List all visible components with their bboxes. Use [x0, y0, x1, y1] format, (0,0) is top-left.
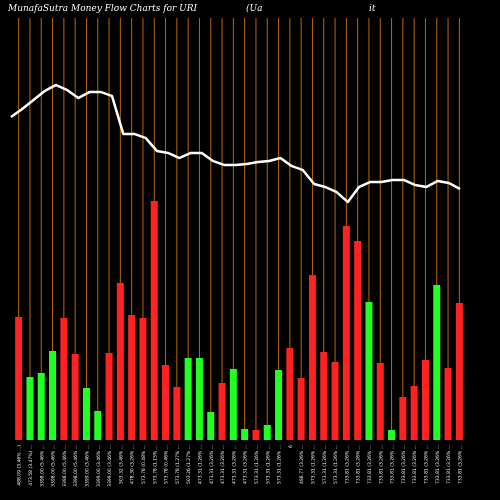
x-tick-label: 3398.00 (5.46% ... [51, 445, 57, 487]
money-flow-bar [433, 285, 441, 440]
company-name-tail: it [369, 4, 376, 14]
x-tick-label: 733.81 (3.26% ... [435, 445, 441, 484]
money-flow-bar [444, 368, 452, 440]
money-flow-bar [365, 302, 373, 440]
money-flow-bar [376, 363, 384, 440]
money-flow-bar [26, 377, 34, 440]
x-axis-labels: 488.09 (3.46% ...) 473.58 (3.47%) ... 3398… [17, 445, 464, 487]
money-flow-bar [37, 373, 45, 440]
chart-title: MunafaSutra Money Flow Charts for URI [8, 4, 198, 14]
money-flow-bar [388, 430, 396, 440]
x-tick-label: 733.81 (3.26% ... [344, 445, 350, 484]
money-flow-bar [331, 362, 339, 440]
x-tick-label: 733.81 (3.26% ... [356, 445, 362, 484]
money-flow-bar [60, 318, 68, 440]
money-flow-bar [342, 226, 350, 440]
money-flow-bar [410, 386, 418, 440]
x-tick-label: 733.81 (3.26% ... [457, 445, 463, 484]
money-flow-bar [218, 383, 226, 440]
money-flow-bar [320, 352, 328, 440]
money-flow-bar [184, 358, 192, 440]
money-flow-bar [105, 353, 113, 440]
x-tick-label: 3398.00 (5.46% ... [62, 445, 68, 487]
money-flow-bar [82, 388, 90, 440]
money-flow-bar [94, 411, 102, 440]
x-tick-label: 473.58 (3.47%) ... [28, 445, 34, 486]
money-flow-bar [252, 430, 260, 440]
company-name: (Ua [246, 4, 263, 14]
money-flow-bar [275, 370, 283, 440]
x-tick-label: 473.31 (3.26% ... [220, 445, 226, 484]
x-tick-label: 488.09 (3.46% ...) [17, 445, 23, 486]
money-flow-bar [241, 429, 249, 440]
money-flow-bar [49, 351, 57, 440]
money-flow-bar [139, 318, 147, 440]
x-tick-label: 573.78 (0.46% ... [164, 445, 170, 484]
x-tick-label: 573.31 (1.26% ... [333, 445, 339, 484]
money-flow-bars [15, 201, 463, 440]
x-tick-label: 573.78 (1.15% ... [152, 445, 158, 484]
x-tick-label: 573.31 (1.26% ... [310, 445, 316, 484]
x-tick-label: 573.78 (0.48% ... [141, 445, 147, 484]
x-tick-label: 573.31 (1.26% ... [265, 445, 271, 484]
x-tick-label: 3399.00 (3.46% ... [96, 445, 102, 487]
x-tick-label: 503.26 (1.27% ... [186, 445, 192, 484]
money-flow-bar [128, 315, 136, 440]
x-tick-label: 6 [288, 445, 294, 448]
price-line-layer [10, 83, 461, 204]
x-tick-label: 733.81 (3.26% ... [367, 445, 373, 484]
money-flow-bar [286, 348, 294, 440]
x-tick-label: 733.81 (3.26% ... [378, 445, 384, 484]
money-flow-bar [297, 378, 305, 440]
x-tick-label: 503.32 (3.46% ... [118, 445, 124, 484]
x-tick-label: 733.81 (3.26% ... [390, 445, 396, 484]
money-flow-bar [71, 354, 79, 440]
x-tick-label: 3399.00 (3.46% ... [107, 445, 113, 487]
x-tick-label: 573.31 (1.26% ... [277, 445, 283, 484]
money-flow-bar [173, 387, 181, 440]
x-tick-label: 473.31 (1.26% ... [197, 445, 203, 484]
price-line [10, 83, 461, 204]
x-tick-label: 733.81 (3.26% ... [423, 445, 429, 484]
money-flow-bar [308, 275, 316, 440]
x-tick-label: 573.31 (1.26% ... [254, 445, 260, 484]
x-tick-label: 473.31 (3.26% ... [209, 445, 215, 484]
x-tick-label: 498.77 (3.26% ... [299, 445, 305, 484]
x-tick-label: 573.31 (1.26% ... [322, 445, 328, 484]
money-flow-bar [399, 397, 407, 440]
money-flow-bar [263, 425, 271, 440]
money-flow-bar [116, 283, 124, 440]
money-flow-bar [15, 317, 23, 440]
x-tick-label: 3398.00 (5.46% ... [73, 445, 79, 487]
grid-lines [18, 18, 460, 440]
money-flow-bar [229, 369, 237, 440]
x-tick-label: 3398.00 (5.46% ... [39, 445, 45, 487]
x-tick-label: 3399.00 (3.46% ... [84, 445, 90, 487]
x-tick-label: 733.81 (3.26% ... [401, 445, 407, 484]
x-tick-label: 573.78 (1.27% ... [175, 445, 181, 484]
x-tick-label: 473.31 (3.26% ... [231, 445, 237, 484]
money-flow-bar [195, 358, 203, 440]
money-flow-bar [421, 360, 429, 440]
money-flow-bar [150, 201, 158, 440]
x-tick-label: 733.81 (3.26% ... [412, 445, 418, 484]
money-flow-bar [354, 241, 362, 440]
x-tick-label: 733.81 (3.26% ... [446, 445, 452, 484]
money-flow-bar [162, 365, 170, 440]
x-tick-label: 478.30 (3.26% ... [130, 445, 136, 484]
money-flow-bar [455, 303, 463, 440]
money-flow-bar [207, 412, 215, 440]
x-tick-label: 473.31 (3.26% ... [243, 445, 249, 484]
